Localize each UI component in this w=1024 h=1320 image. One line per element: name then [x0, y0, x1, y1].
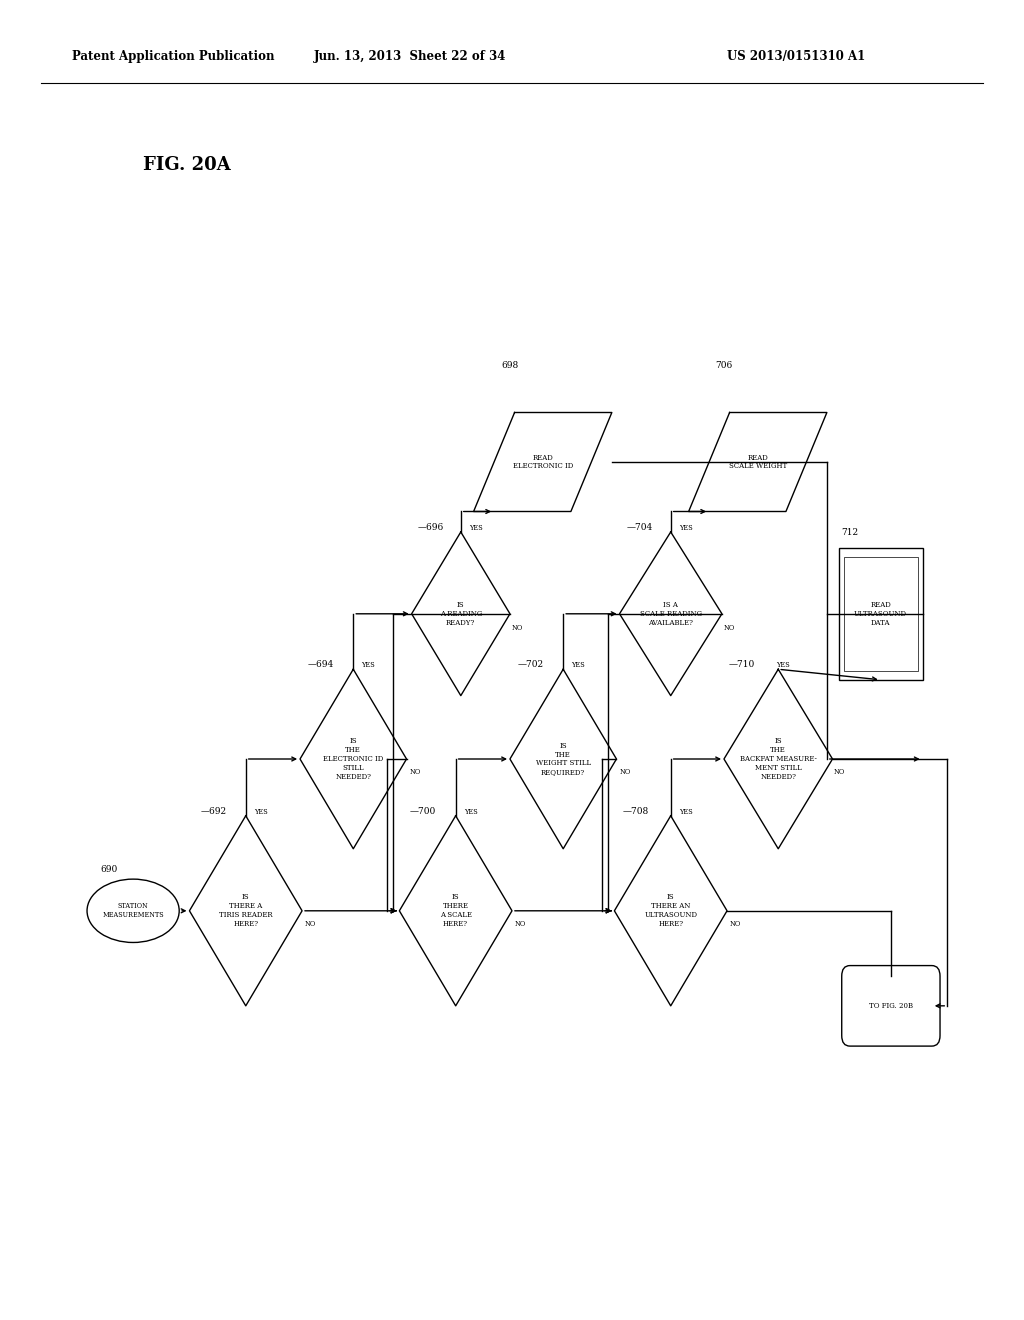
Text: NO: NO — [515, 920, 526, 928]
Text: YES: YES — [254, 808, 267, 816]
Text: —694: —694 — [307, 660, 334, 669]
Text: NO: NO — [620, 768, 631, 776]
Text: US 2013/0151310 A1: US 2013/0151310 A1 — [727, 50, 865, 63]
Text: NO: NO — [305, 920, 316, 928]
Text: —708: —708 — [623, 807, 649, 816]
Text: IS A
SCALE READING
AVAILABLE?: IS A SCALE READING AVAILABLE? — [640, 601, 701, 627]
Text: 690: 690 — [100, 865, 118, 874]
Text: IS
THE
BACKFAT MEASURE-
MENT STILL
NEEDED?: IS THE BACKFAT MEASURE- MENT STILL NEEDE… — [739, 737, 817, 781]
Text: 706: 706 — [715, 360, 732, 370]
Text: FIG. 20A: FIG. 20A — [143, 156, 231, 174]
Bar — [844, 557, 918, 671]
Text: NO: NO — [410, 768, 421, 776]
Text: YES: YES — [469, 524, 482, 532]
Text: NO: NO — [724, 624, 735, 632]
Text: IS
A READING
READY?: IS A READING READY? — [439, 601, 482, 627]
Text: Patent Application Publication: Patent Application Publication — [72, 50, 274, 63]
Text: READ
ELECTRONIC ID: READ ELECTRONIC ID — [513, 454, 572, 470]
Text: 698: 698 — [502, 360, 519, 370]
Text: —710: —710 — [729, 660, 756, 669]
Text: —704: —704 — [627, 523, 653, 532]
Text: YES: YES — [679, 524, 692, 532]
Text: IS
THERE AN
ULTRASOUND
HERE?: IS THERE AN ULTRASOUND HERE? — [644, 894, 697, 928]
Text: YES: YES — [776, 661, 790, 669]
Text: —702: —702 — [517, 660, 544, 669]
Text: YES: YES — [464, 808, 477, 816]
Text: IS
THERE
A SCALE
HERE?: IS THERE A SCALE HERE? — [439, 894, 472, 928]
Text: IS
THE
WEIGHT STILL
REQUIRED?: IS THE WEIGHT STILL REQUIRED? — [536, 742, 591, 776]
Text: NO: NO — [730, 920, 741, 928]
Text: READ
SCALE WEIGHT: READ SCALE WEIGHT — [729, 454, 786, 470]
Text: NO: NO — [834, 768, 845, 776]
Text: YES: YES — [361, 661, 375, 669]
Text: 712: 712 — [842, 528, 859, 537]
Bar — [839, 548, 923, 680]
Text: STATION
MEASUREMENTS: STATION MEASUREMENTS — [102, 903, 164, 919]
Text: —696: —696 — [418, 523, 444, 532]
Text: Jun. 13, 2013  Sheet 22 of 34: Jun. 13, 2013 Sheet 22 of 34 — [313, 50, 506, 63]
Text: —700: —700 — [410, 807, 436, 816]
Text: IS
THERE A
TIRIS READER
HERE?: IS THERE A TIRIS READER HERE? — [219, 894, 272, 928]
Text: YES: YES — [571, 661, 585, 669]
Text: TO FIG. 20B: TO FIG. 20B — [869, 1002, 912, 1010]
Text: YES: YES — [679, 808, 692, 816]
Text: IS
THE
ELECTRONIC ID
STILL
NEEDED?: IS THE ELECTRONIC ID STILL NEEDED? — [324, 737, 383, 781]
Text: READ
ULTRASOUND
DATA: READ ULTRASOUND DATA — [854, 601, 907, 627]
Text: NO: NO — [512, 624, 523, 632]
Text: —692: —692 — [201, 807, 227, 816]
